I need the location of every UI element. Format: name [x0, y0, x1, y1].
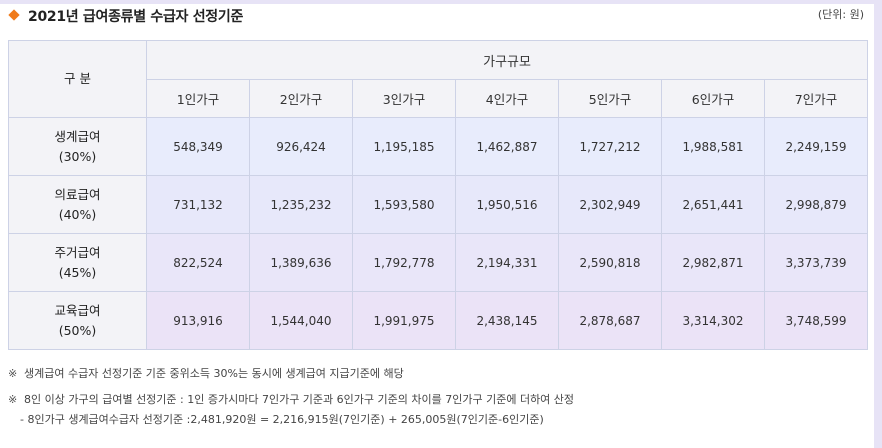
table-cell: 2,651,441	[661, 175, 765, 234]
table-cell: 731,132	[146, 175, 250, 234]
top-frame-border	[0, 0, 882, 4]
column-header: 5인가구	[558, 79, 662, 118]
corner-header: 구 분	[8, 40, 147, 118]
table-cell: 913,916	[146, 291, 250, 350]
column-header: 6인가구	[661, 79, 765, 118]
table-cell: 1,991,975	[352, 291, 456, 350]
table-cell: 1,462,887	[455, 117, 559, 176]
footnote-2: ※ 8인 이상 가구의 급여별 선정기준 : 1인 증가시마다 7인가구 기준과 …	[8, 391, 574, 407]
table-row: 교육급여 (50%) 913,916 1,544,040 1,991,975 2…	[8, 291, 869, 350]
column-header: 3인가구	[352, 79, 456, 118]
right-frame-border	[874, 0, 882, 448]
benefit-rate: (30%)	[58, 148, 97, 164]
table-cell: 2,249,159	[763, 117, 869, 176]
table-cell: 2,302,949	[558, 175, 662, 234]
column-header: 4인가구	[455, 79, 559, 118]
table-cell: 1,727,212	[558, 117, 662, 176]
unit-label: (단위: 원)	[817, 8, 864, 21]
table-cell: 2,998,879	[763, 175, 869, 234]
table-cell: 2,194,331	[455, 233, 559, 292]
benefit-rate: (45%)	[58, 264, 97, 280]
table-row: 의료급여 (40%) 731,132 1,235,232 1,593,580 1…	[8, 175, 869, 234]
table-cell: 926,424	[249, 117, 353, 176]
table-cell: 2,590,818	[558, 233, 662, 292]
footnote-text: 8인 이상 가구의 급여별 선정기준 : 1인 증가시마다 7인가구 기준과 6…	[24, 393, 575, 406]
table-row: 생계급여 (30%) 548,349 926,424 1,195,185 1,4…	[8, 117, 869, 176]
column-header: 2인가구	[249, 79, 353, 118]
table-cell: 1,235,232	[249, 175, 353, 234]
criteria-table: 구 분 가구규모 1인가구 2인가구 3인가구 4인가구 5인가구 6인가구 7…	[8, 40, 869, 350]
row-header: 교육급여 (50%)	[8, 291, 147, 350]
benefit-name: 생계급여	[54, 128, 101, 144]
table-cell: 1,988,581	[661, 117, 765, 176]
benefit-name: 의료급여	[54, 186, 101, 202]
table-cell: 3,314,302	[661, 291, 765, 350]
benefit-name: 주거급여	[54, 244, 101, 260]
row-header: 의료급여 (40%)	[8, 175, 147, 234]
table-cell: 1,389,636	[249, 233, 353, 292]
diamond-bullet-icon	[8, 9, 20, 21]
table-cell: 548,349	[146, 117, 250, 176]
benefit-name: 교육급여	[54, 302, 101, 318]
row-header: 생계급여 (30%)	[8, 117, 147, 176]
footnote-text: 생계급여 수급자 선정기준 기준 중위소득 30%는 동시에 생계급여 지급기준…	[24, 367, 404, 380]
section-header: 2021년 급여종류별 수급자 선정기준 (단위: 원)	[8, 4, 868, 30]
table-cell: 3,373,739	[763, 233, 869, 292]
reference-mark-icon: ※	[8, 367, 18, 380]
household-size-group-header: 가구규모	[145, 40, 869, 80]
footnote-1: ※ 생계급여 수급자 선정기준 기준 중위소득 30%는 동시에 생계급여 지급기…	[8, 365, 404, 381]
table-cell: 2,438,145	[455, 291, 559, 350]
table-cell: 822,524	[146, 233, 250, 292]
benefit-rate: (50%)	[58, 322, 97, 338]
benefit-rate: (40%)	[58, 206, 97, 222]
table-cell: 1,950,516	[455, 175, 559, 234]
table-cell: 3,748,599	[763, 291, 869, 350]
table-cell: 1,792,778	[352, 233, 456, 292]
column-header: 1인가구	[146, 79, 250, 118]
reference-mark-icon: ※	[8, 393, 18, 406]
section-title: 2021년 급여종류별 수급자 선정기준	[28, 9, 244, 25]
table-row: 주거급여 (45%) 822,524 1,389,636 1,792,778 2…	[8, 233, 869, 292]
table-cell: 1,593,580	[352, 175, 456, 234]
column-header: 7인가구	[763, 79, 869, 118]
table-cell: 1,544,040	[249, 291, 353, 350]
table-cell: 1,195,185	[352, 117, 456, 176]
row-header: 주거급여 (45%)	[8, 233, 147, 292]
table-cell: 2,982,871	[661, 233, 765, 292]
footnote-2-detail: - 8인가구 생계급여수급자 선정기준 :2,481,920원 = 2,216,…	[20, 413, 544, 426]
table-cell: 2,878,687	[558, 291, 662, 350]
